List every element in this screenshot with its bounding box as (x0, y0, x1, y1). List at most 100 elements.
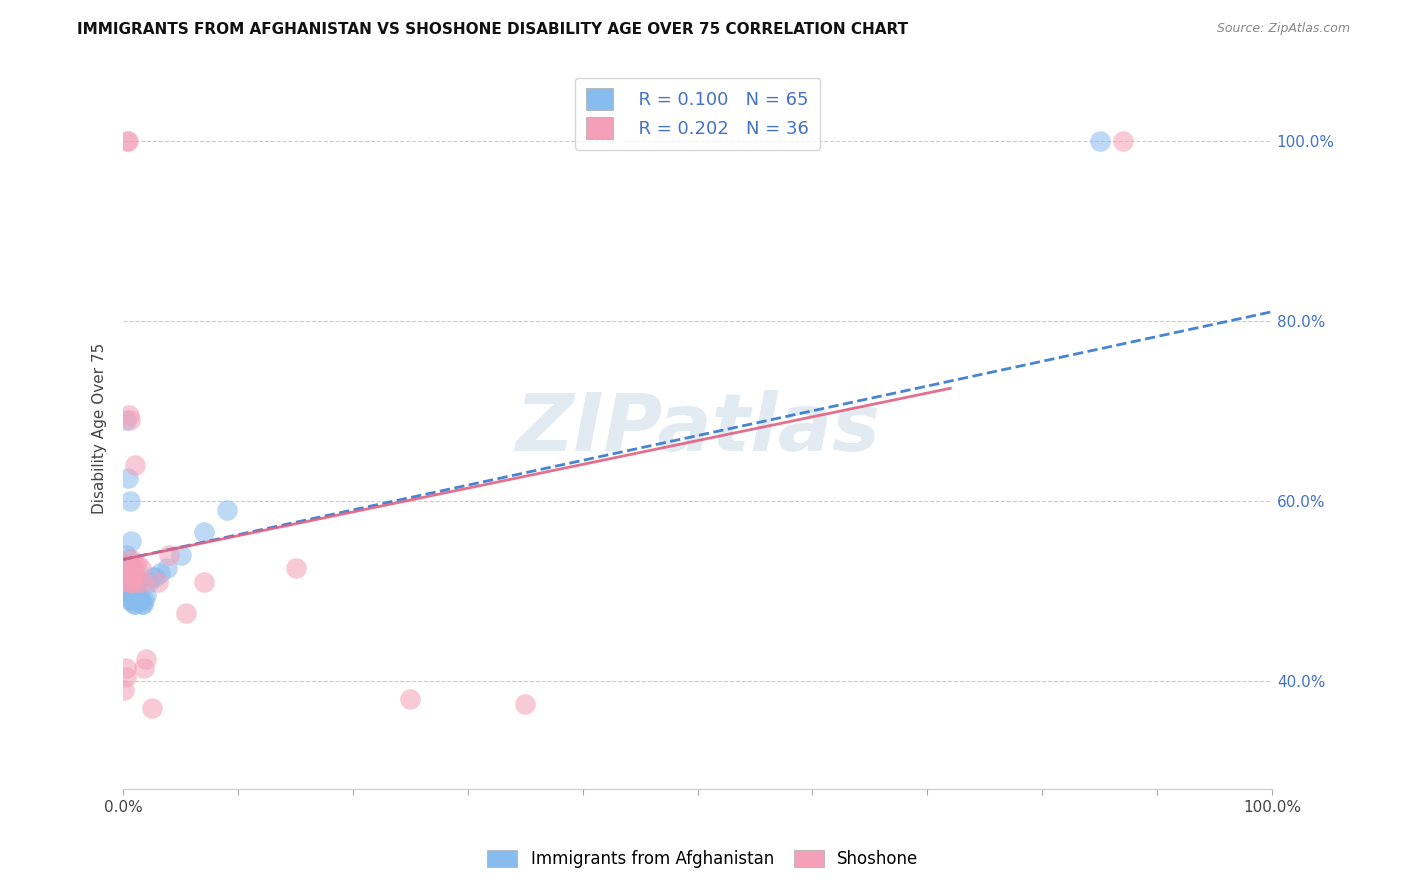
Point (125, 589, 148, 603)
Point (132, 598, 155, 612)
Point (120, 579, 142, 593)
Point (170, 548, 193, 562)
Point (124, 570, 146, 584)
Point (115, 557, 138, 571)
Point (129, 561, 152, 575)
Point (114, 566, 136, 580)
Point (114, 574, 136, 589)
Point (132, 593, 155, 607)
Point (120, 570, 142, 584)
Point (135, 651, 157, 665)
Point (120, 574, 142, 589)
Text: Source: ZipAtlas.com: Source: ZipAtlas.com (1216, 22, 1350, 36)
Point (145, 570, 167, 584)
Point (193, 525, 215, 540)
Point (124, 579, 146, 593)
Point (120, 574, 142, 589)
Point (118, 574, 141, 589)
Point (135, 589, 157, 603)
Point (141, 701, 163, 715)
Point (114, 660, 136, 674)
Point (127, 589, 149, 603)
Point (115, 566, 138, 580)
Point (114, 557, 136, 571)
Point (115, 579, 138, 593)
Point (128, 593, 150, 607)
Point (117, 570, 139, 584)
Point (149, 566, 172, 580)
Point (120, 561, 142, 575)
Point (129, 593, 152, 607)
Point (121, 566, 143, 580)
Point (118, 584, 141, 599)
Point (115, 584, 138, 599)
Point (122, 570, 145, 584)
Point (122, 579, 145, 593)
Point (118, 557, 141, 571)
Point (125, 579, 148, 593)
Point (115, 134, 138, 148)
Point (121, 574, 143, 589)
Legend:   R = 0.100   N = 65,   R = 0.202   N = 36: R = 0.100 N = 65, R = 0.202 N = 36 (575, 78, 820, 150)
Legend: Immigrants from Afghanistan, Shoshone: Immigrants from Afghanistan, Shoshone (481, 843, 925, 875)
Point (121, 574, 143, 589)
Point (156, 561, 179, 575)
Point (121, 593, 143, 607)
Point (132, 660, 155, 674)
Point (127, 574, 149, 589)
Point (1111, 134, 1133, 148)
Point (117, 134, 139, 148)
Point (120, 552, 142, 566)
Point (117, 471, 139, 485)
Point (122, 566, 145, 580)
Point (120, 413, 142, 427)
Point (114, 413, 136, 427)
Point (515, 697, 537, 711)
Point (117, 561, 139, 575)
Point (127, 579, 149, 593)
Point (131, 598, 153, 612)
Point (120, 584, 142, 599)
Point (399, 692, 422, 706)
Point (132, 574, 155, 589)
Y-axis label: Disability Age Over 75: Disability Age Over 75 (93, 343, 107, 515)
Point (120, 593, 142, 607)
Point (114, 574, 136, 589)
Point (284, 561, 307, 575)
Point (115, 561, 138, 575)
Point (115, 557, 138, 571)
Point (120, 566, 142, 580)
Point (117, 574, 139, 589)
Point (1088, 134, 1111, 148)
Point (124, 598, 146, 612)
Point (118, 593, 141, 607)
Point (124, 557, 146, 571)
Point (118, 566, 141, 580)
Point (114, 683, 136, 698)
Point (120, 589, 142, 603)
Point (117, 579, 139, 593)
Point (141, 570, 163, 584)
Point (118, 561, 141, 575)
Point (122, 589, 145, 603)
Point (122, 598, 145, 612)
Point (127, 557, 149, 571)
Point (118, 409, 141, 423)
Point (120, 534, 142, 549)
Point (120, 494, 142, 508)
Point (114, 548, 136, 562)
Point (124, 458, 146, 472)
Point (124, 589, 146, 603)
Point (114, 669, 136, 683)
Point (115, 570, 138, 584)
Text: ZIPatlas: ZIPatlas (515, 390, 880, 467)
Point (138, 574, 160, 589)
Point (121, 561, 143, 575)
Point (120, 561, 142, 575)
Point (193, 574, 215, 589)
Point (121, 574, 143, 589)
Point (114, 566, 136, 580)
Point (157, 548, 180, 562)
Text: IMMIGRANTS FROM AFGHANISTAN VS SHOSHONE DISABILITY AGE OVER 75 CORRELATION CHART: IMMIGRANTS FROM AFGHANISTAN VS SHOSHONE … (77, 22, 908, 37)
Point (127, 589, 149, 603)
